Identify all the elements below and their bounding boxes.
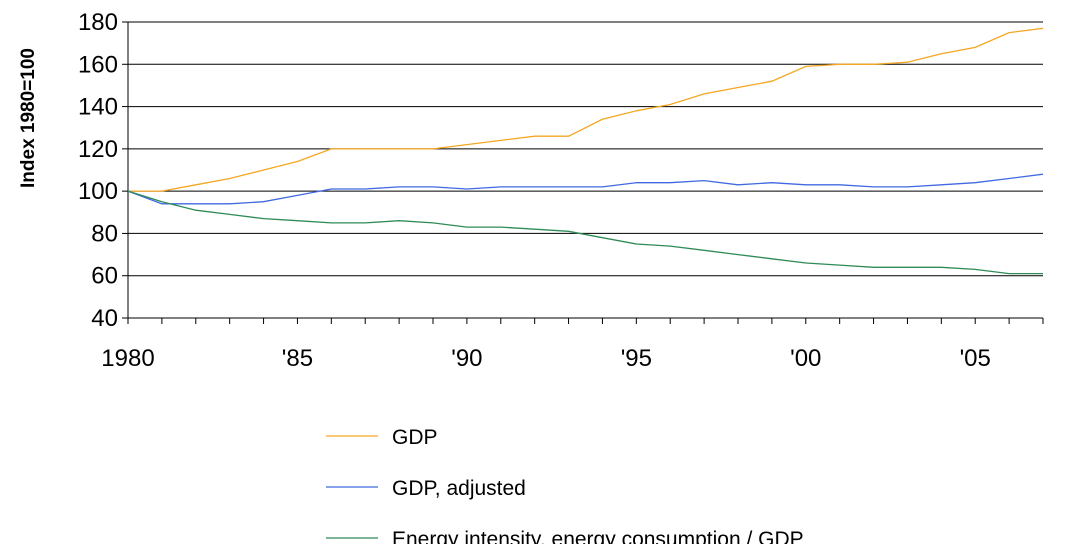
y-tick-label: 60 [91, 263, 118, 290]
x-tick-label: '00 [790, 345, 821, 372]
x-tick-label: 1980 [101, 345, 154, 372]
legend-label-1: GDP [392, 426, 438, 449]
series-lines [127, 27, 1044, 275]
series-line-3 [127, 190, 1043, 275]
y-tick-label: 140 [78, 94, 118, 121]
gridlines [128, 21, 1043, 277]
axes [127, 22, 1043, 319]
legend: GDP GDP, adjusted Energy intensity, energy… [326, 426, 804, 544]
x-tick-label: '85 [282, 345, 313, 372]
y-axis-ticks: 40 60 80 100 120 140 160 180 [78, 9, 128, 332]
y-tick-label: 160 [78, 51, 118, 78]
y-tick-label: 180 [78, 9, 118, 36]
series-line-2 [127, 173, 1044, 205]
legend-label-2: GDP, adjusted [392, 477, 526, 500]
legend-label-3: Energy intensity, energy consumption / G… [392, 528, 804, 544]
y-tick-label: 40 [91, 305, 118, 332]
y-tick-label: 120 [78, 136, 118, 163]
y-tick-label: 80 [91, 220, 118, 247]
y-axis-label: Index 1980=100 [18, 48, 39, 188]
series-line-1 [128, 27, 1044, 192]
x-tick-label: '05 [960, 345, 991, 372]
x-tick-label: '95 [621, 345, 652, 372]
y-tick-label: 100 [78, 178, 118, 205]
x-axis-ticks: 1980 '85 '90 '95 '00 '05 [101, 318, 1044, 372]
x-tick-label: '90 [451, 345, 482, 372]
